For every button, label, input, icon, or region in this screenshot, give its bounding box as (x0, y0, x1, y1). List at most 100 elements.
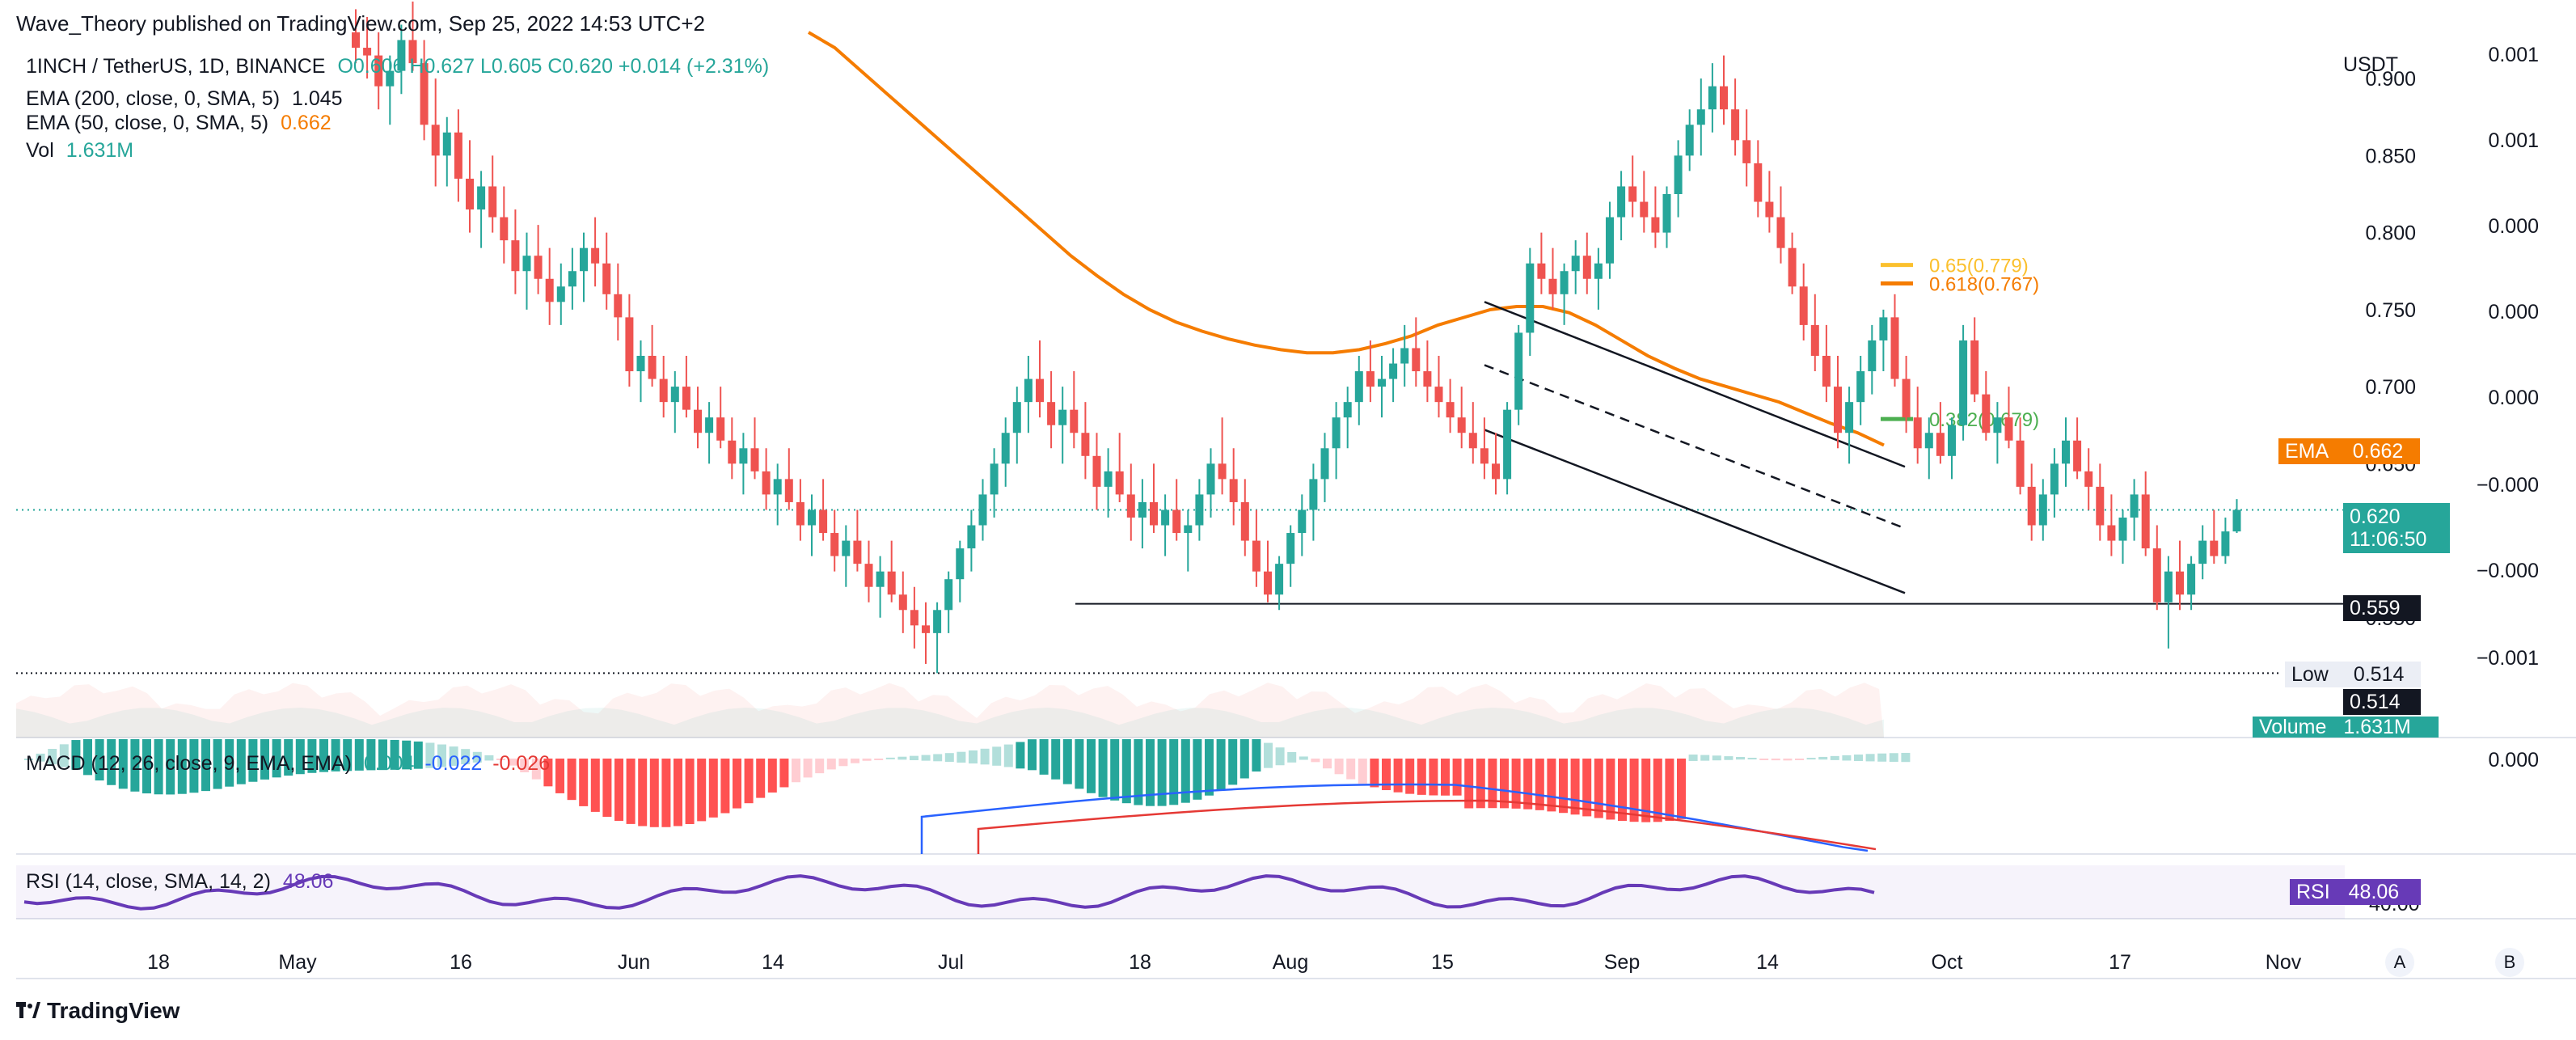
macd-bar-149 (1783, 759, 1793, 761)
ema50-label: EMA (50, close, 0, SMA, 5) (26, 112, 269, 134)
macd-scale-tick-1: 0.001 (2488, 129, 2539, 152)
candle-body-15 (522, 256, 531, 272)
candle-body-80 (1264, 571, 1272, 595)
ema200-legend[interactable]: EMA (200, close, 0, SMA, 5) 1.045 (26, 87, 343, 111)
candle-body-23 (614, 294, 623, 318)
candle-body-49 (910, 610, 918, 626)
macd-bar-18 (236, 739, 246, 784)
candle-body-59 (1024, 378, 1033, 403)
candle-body-67 (1115, 471, 1124, 495)
volume-area-down (16, 683, 1884, 738)
macd-bar-5 (83, 739, 92, 776)
macd-bar-137 (1641, 759, 1651, 822)
macd-bar-32 (402, 740, 412, 770)
macd-bar-112 (1346, 759, 1356, 780)
macd-bar-139 (1665, 759, 1674, 822)
vol-label: Vol (26, 139, 54, 162)
macd-legend[interactable]: MACD (12, 26, close, 9, EMA, EMA) 0.004 … (26, 752, 550, 776)
vol-value: 1.631M (65, 139, 134, 162)
macd-bar-132 (1582, 759, 1592, 817)
macd-scale-tick-0: 0.001 (2488, 44, 2539, 66)
macd-bar-44 (543, 759, 553, 787)
candle-body-13 (500, 217, 509, 241)
candle-body-164 (2221, 531, 2230, 556)
volume-legend[interactable]: Vol 1.631M (26, 139, 133, 163)
candle-body-139 (1936, 433, 1945, 456)
support-tag-value: 0.559 (2350, 597, 2401, 619)
log-scale-button[interactable]: B (2495, 948, 2524, 977)
candle-body-35 (750, 448, 759, 471)
symbol-legend[interactable]: 1INCH / TetherUS, 1D, BINANCE O0.606 H0.… (26, 55, 769, 78)
macd-bar-16 (213, 739, 222, 789)
candle-body-86 (1332, 417, 1341, 449)
candle-body-33 (728, 440, 737, 464)
candle-body-75 (1206, 463, 1215, 495)
candle-body-111 (1617, 186, 1626, 218)
macd-bar-90 (1087, 739, 1096, 793)
candle-body-116 (1674, 155, 1683, 194)
time-label-1: May (278, 951, 317, 974)
macd-bar-92 (1110, 739, 1120, 801)
macd-bar-46 (567, 759, 576, 801)
macd-label: MACD (12, 26, close, 9, EMA, EMA) (26, 752, 352, 775)
candle-body-129 (1822, 356, 1831, 387)
macd-bar-54 (661, 759, 671, 827)
macd-bar-43 (531, 759, 541, 780)
macd-line (920, 783, 1869, 854)
candle-body-0 (352, 32, 360, 49)
time-label-10: 14 (1756, 951, 1779, 974)
macd-bar-52 (638, 759, 648, 827)
price-tick-0: 0.900 (2365, 68, 2416, 91)
candle-body-127 (1799, 286, 1808, 325)
macd-bar-91 (1098, 739, 1108, 797)
tradingview-brand[interactable]: TradingView (16, 998, 179, 1024)
macd-bar-113 (1358, 759, 1367, 784)
macd-bar-42 (520, 759, 530, 772)
macd-bar-98 (1180, 739, 1190, 803)
symbol-label[interactable]: 1INCH / TetherUS, 1D, BINANCE (26, 55, 326, 78)
macd-bar-143 (1712, 755, 1721, 761)
candle-body-69 (1138, 501, 1147, 518)
candle-body-128 (1810, 324, 1819, 356)
ema200-value: 1.045 (291, 87, 343, 110)
macd-bar-159 (1901, 752, 1911, 763)
candle-body-12 (488, 186, 497, 218)
macd-bar-21 (272, 739, 281, 778)
macd-bar-45 (555, 759, 564, 793)
macd-bar-37 (461, 749, 471, 765)
time-label-0: 18 (147, 951, 170, 974)
candle-body-112 (1628, 186, 1637, 202)
candle-body-53 (956, 548, 965, 580)
macd-bar-128 (1535, 759, 1544, 810)
candle-body-94 (1423, 371, 1432, 387)
candle-body-3 (386, 70, 395, 87)
macd-bar-20 (260, 739, 269, 780)
ema50-legend[interactable]: EMA (50, close, 0, SMA, 5) 0.662 (26, 112, 332, 135)
candle-body-8 (442, 132, 451, 156)
candle-body-28 (670, 387, 679, 403)
price-tick-1: 0.850 (2365, 145, 2416, 167)
candle-body-143 (1982, 394, 1991, 433)
candle-body-24 (625, 317, 634, 372)
macd-bar-51 (626, 759, 636, 824)
candle-body-18 (556, 286, 565, 302)
candle-body-140 (1948, 425, 1956, 456)
macd-bar-129 (1547, 759, 1556, 812)
auto-scale-button[interactable]: A (2385, 948, 2414, 977)
candle-body-39 (796, 501, 804, 526)
candle-body-55 (978, 494, 987, 526)
rsi-legend[interactable]: RSI (14, close, SMA, 14, 2) 48.06 (26, 870, 333, 894)
macd-bar-12 (166, 739, 175, 795)
candles-layer[interactable] (352, 1, 2241, 674)
time-label-11: Oct (1932, 951, 1963, 974)
last-price-value: 0.620 (2350, 505, 2401, 528)
macd-bar-60 (733, 759, 741, 809)
candle-body-74 (1195, 494, 1204, 526)
candle-body-34 (739, 448, 748, 464)
macd-bar-115 (1382, 759, 1391, 791)
macd-bar-40 (496, 759, 505, 760)
macd-bar-124 (1488, 759, 1497, 809)
macd-bar-109 (1311, 759, 1320, 763)
